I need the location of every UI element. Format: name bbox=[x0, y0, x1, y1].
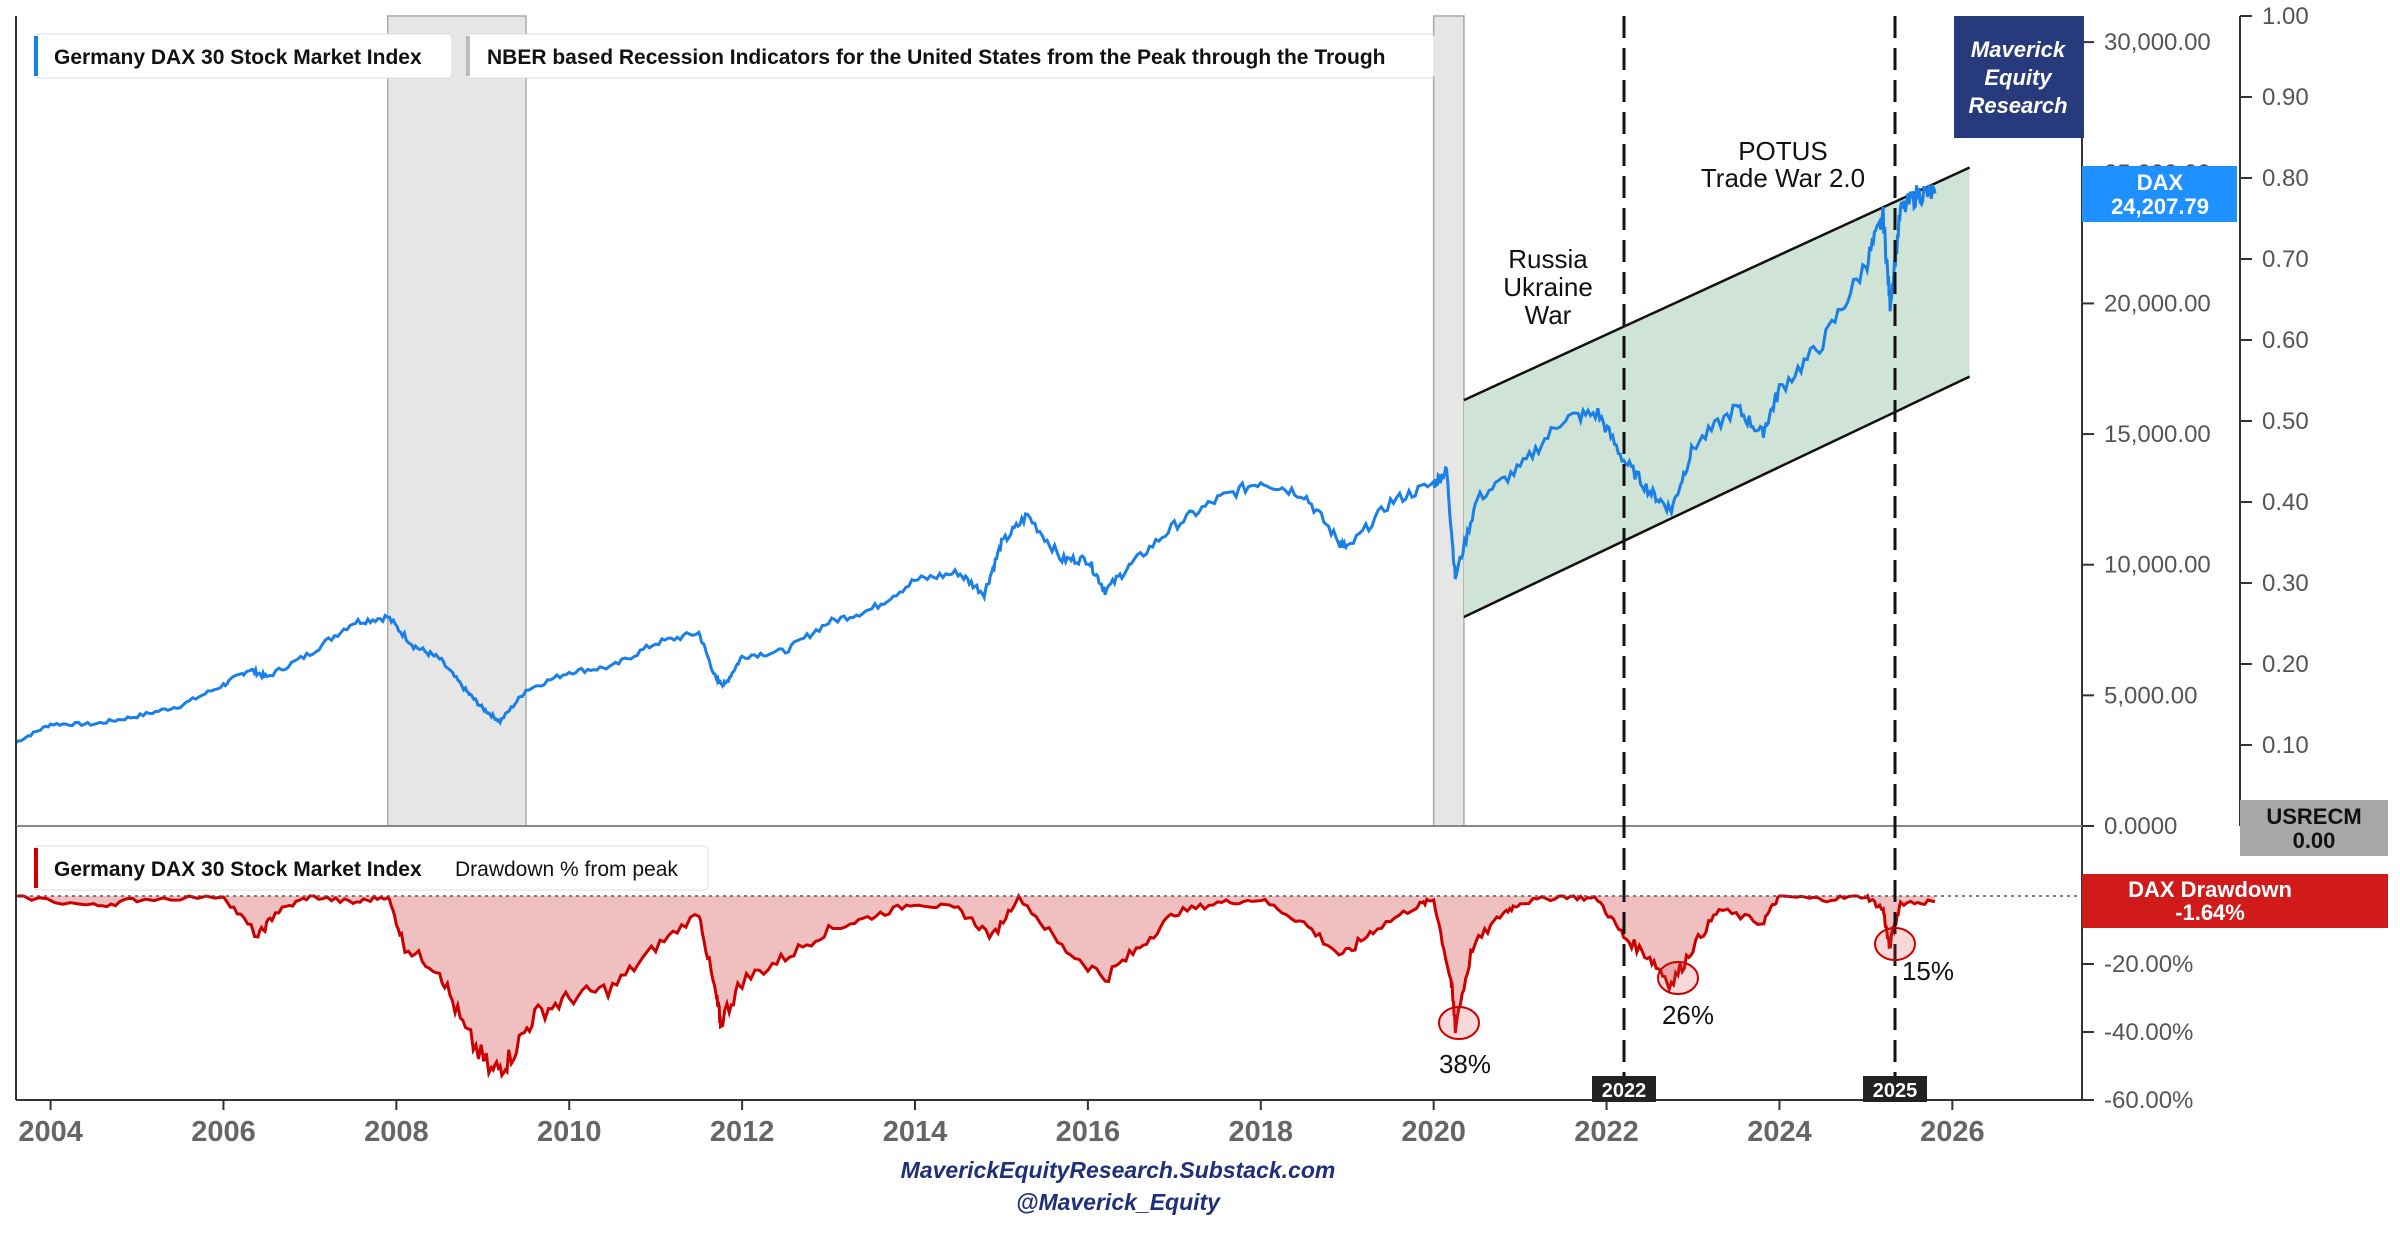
legend-drawdown: Germany DAX 30 Stock Market Index Drawdo… bbox=[33, 845, 709, 891]
x-tick-label: 2006 bbox=[191, 1116, 256, 1148]
drawdown-circle-15 bbox=[1874, 927, 1916, 961]
usrecm-value-badge: USRECM 0.00 bbox=[2240, 800, 2388, 856]
year-box-2025 bbox=[1863, 1076, 1927, 1102]
legend-dax: Germany DAX 30 Stock Market Index bbox=[33, 33, 453, 79]
dax-tick-label: 30,000.00 bbox=[2104, 29, 2211, 56]
x-tick-label: 2026 bbox=[1920, 1116, 1985, 1148]
annotation-russia-2: Ukraine bbox=[1503, 272, 1593, 302]
year-box-2022 bbox=[1592, 1076, 1656, 1102]
x-tick-label: 2018 bbox=[1229, 1116, 1294, 1148]
recession-shading-2008 bbox=[386, 15, 527, 827]
dax-badge-value: 24,207.79 bbox=[2111, 194, 2209, 219]
channel-upper-line bbox=[1463, 166, 1971, 402]
lower-panel: 0.00%-20.00%-40.00%-60.00% 2004200620082… bbox=[15, 826, 2193, 1148]
usrecm-tick-label: 0.20 bbox=[2262, 651, 2309, 678]
x-tick-label: 2020 bbox=[1401, 1116, 1466, 1148]
x-tick-label: 2024 bbox=[1747, 1116, 1812, 1148]
usrecm-badge-name: USRECM bbox=[2266, 804, 2361, 829]
drawdown-label-15: 15% bbox=[1902, 956, 1954, 986]
usrecm-tick-label: 0.10 bbox=[2262, 732, 2309, 759]
x-tick-label: 2008 bbox=[364, 1116, 429, 1148]
year-label-2022: 2022 bbox=[1602, 1080, 1647, 1102]
footer-handle: @Maverick_Equity bbox=[1016, 1189, 1221, 1215]
dax-tick-label: 5,000.00 bbox=[2104, 682, 2197, 709]
recession-shading-2020 bbox=[1432, 15, 1465, 827]
dax-tick-label: 10,000.00 bbox=[2104, 552, 2211, 579]
usrecm-tick-label: 0.40 bbox=[2262, 489, 2309, 516]
usrecm-axis-ticks: 0.10 0.20 0.30 0.40 0.50 0.60 0.70 0.80 0.90 1.00 bbox=[2240, 3, 2309, 759]
annotation-russia-3: War bbox=[1525, 300, 1572, 330]
drawdown-value-badge: DAX Drawdown -1.64% bbox=[2082, 874, 2388, 928]
dax-series-line bbox=[15, 182, 1937, 744]
drawdown-series-line bbox=[16, 892, 1936, 1080]
dd-badge-name: DAX Drawdown bbox=[2128, 877, 2292, 902]
usrecm-tick-label: 0.80 bbox=[2262, 165, 2309, 192]
legend-drawdown-suffix: Drawdown % from peak bbox=[455, 858, 678, 881]
usrecm-tick-label: 0.50 bbox=[2262, 408, 2309, 435]
drawdown-tick-label: -40.00% bbox=[2104, 1019, 2193, 1046]
usrecm-tick-label: 0.90 bbox=[2262, 84, 2309, 111]
x-tick-label: 2004 bbox=[18, 1116, 83, 1148]
dax-value-badge: DAX 24,207.79 bbox=[2082, 166, 2237, 222]
usrecm-badge-value: 0.00 bbox=[2293, 828, 2336, 853]
legend-recession: NBER based Recession Indicators for the … bbox=[465, 33, 1435, 79]
usrecm-tick-label: 1.00 bbox=[2262, 3, 2309, 30]
annotation-potus-2: Trade War 2.0 bbox=[1701, 163, 1865, 193]
dd-badge-value: -1.64% bbox=[2175, 900, 2245, 925]
footer-website: MaverickEquityResearch.Substack.com bbox=[901, 1157, 1336, 1183]
x-axis-ticks: 2004 2006 2008 2010 2012 2014 2016 2018 2020 2022… bbox=[18, 1100, 1985, 1148]
usrecm-tick-label: 0.30 bbox=[2262, 570, 2309, 597]
brand-box: Maverick Equity Research bbox=[1954, 16, 2084, 138]
brand-line-3: Research bbox=[1968, 93, 2067, 118]
x-tick-label: 2016 bbox=[1056, 1116, 1121, 1148]
drawdown-tick-label: -20.00% bbox=[2104, 951, 2193, 978]
dax-badge-name: DAX bbox=[2137, 170, 2184, 195]
annotation-potus-1: POTUS bbox=[1738, 136, 1828, 166]
legend-drawdown-label: Germany DAX 30 Stock Market Index bbox=[54, 858, 422, 881]
annotation-russia-1: Russia bbox=[1508, 244, 1588, 274]
legend-recession-label: NBER based Recession Indicators for the … bbox=[487, 46, 1385, 69]
brand-line-2: Equity bbox=[1984, 65, 2053, 90]
drawdown-label-38: 38% bbox=[1439, 1049, 1491, 1079]
drawdown-tick-label: -60.00% bbox=[2104, 1087, 2193, 1114]
channel-lower-line bbox=[1463, 375, 1971, 619]
usrecm-tick-label: 0.70 bbox=[2262, 246, 2309, 273]
dax-tick-label: 15,000.00 bbox=[2104, 421, 2211, 448]
drawdown-circle-38 bbox=[1438, 1006, 1480, 1040]
x-tick-label: 2022 bbox=[1574, 1116, 1639, 1148]
upper-panel: 0.0000 5,000.00 10,000.00 15,000.00 20,000.0… bbox=[15, 3, 2309, 1100]
x-tick-label: 2010 bbox=[537, 1116, 602, 1148]
dax-axis-ticks: 0.0000 5,000.00 10,000.00 15,000.00 20,000.0… bbox=[2082, 29, 2211, 840]
drawdown-label-26: 26% bbox=[1662, 1000, 1714, 1030]
usrecm-tick-label: 0.60 bbox=[2262, 327, 2309, 354]
dax-tick-label: 20,000.00 bbox=[2104, 290, 2211, 317]
drawdown-circle-26 bbox=[1657, 961, 1699, 995]
x-tick-label: 2012 bbox=[710, 1116, 775, 1148]
year-label-2025: 2025 bbox=[1873, 1080, 1918, 1102]
brand-line-1: Maverick bbox=[1971, 37, 2067, 62]
dax-tick-label: 0.0000 bbox=[2104, 813, 2177, 840]
legend-dax-label: Germany DAX 30 Stock Market Index bbox=[54, 46, 422, 69]
trend-channel bbox=[1463, 167, 1970, 617]
x-tick-label: 2014 bbox=[883, 1116, 948, 1148]
